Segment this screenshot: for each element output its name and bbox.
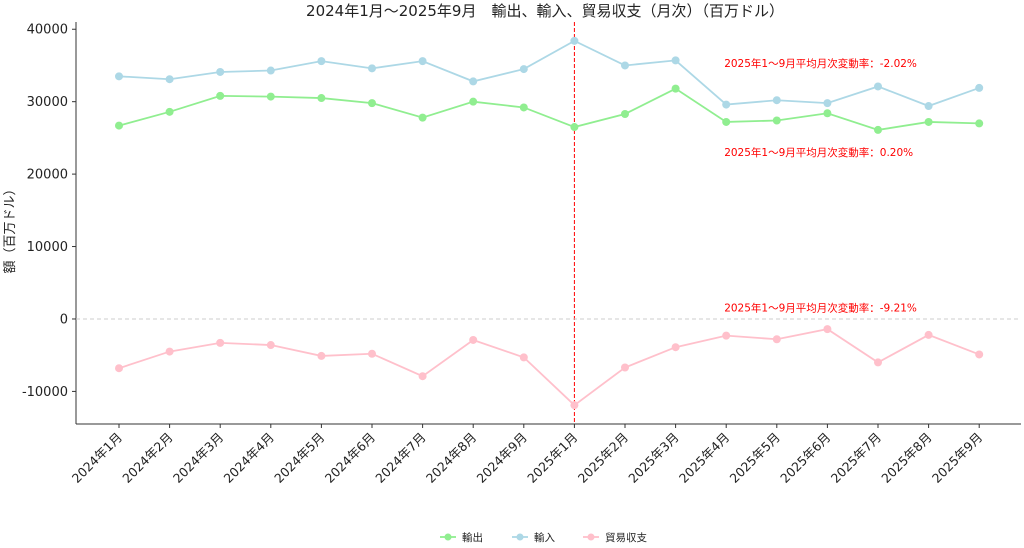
data-point bbox=[874, 358, 882, 367]
data-point bbox=[115, 121, 123, 130]
x-tick-label: 2025年9月 bbox=[929, 430, 985, 486]
data-point bbox=[924, 330, 933, 339]
data-point bbox=[772, 96, 781, 105]
legend-marker bbox=[587, 533, 595, 541]
x-tick-label: 2025年4月 bbox=[676, 430, 732, 486]
x-tick-label: 2024年6月 bbox=[322, 430, 378, 486]
data-point bbox=[317, 94, 326, 103]
data-point bbox=[216, 91, 225, 100]
data-point bbox=[671, 84, 680, 93]
x-tick-label: 2024年3月 bbox=[170, 430, 226, 486]
data-point bbox=[621, 109, 629, 118]
x-tick-label: 2024年1月 bbox=[69, 430, 125, 486]
y-tick-label: 30000 bbox=[27, 95, 68, 110]
data-point bbox=[874, 125, 882, 134]
legend-label: 輸出 bbox=[462, 531, 483, 544]
data-point bbox=[671, 56, 680, 65]
data-point bbox=[924, 117, 933, 126]
data-point bbox=[975, 119, 984, 128]
data-point bbox=[216, 338, 225, 347]
data-point bbox=[671, 343, 680, 352]
data-point bbox=[368, 349, 376, 358]
data-point bbox=[469, 335, 478, 344]
data-point bbox=[165, 75, 174, 84]
data-point bbox=[368, 64, 376, 73]
data-point bbox=[418, 57, 427, 66]
x-tick-label: 2024年4月 bbox=[221, 430, 277, 486]
data-point bbox=[823, 109, 832, 118]
annotation-text: 2025年1～9月平均月次変動率：-2.02% bbox=[724, 57, 917, 70]
x-tick-label: 2025年3月 bbox=[625, 430, 681, 486]
data-point bbox=[317, 57, 326, 66]
y-axis-label: 額（百万ドル） bbox=[3, 182, 18, 273]
data-point bbox=[266, 66, 275, 75]
legend-marker bbox=[516, 533, 524, 541]
x-tick-label: 2024年7月 bbox=[372, 430, 428, 486]
y-tick-label: 0 bbox=[60, 312, 68, 327]
annotation-text: 2025年1～9月平均月次変動率：0.20% bbox=[724, 146, 913, 159]
series-line-0 bbox=[118, 87, 980, 131]
x-tick-label: 2025年2月 bbox=[575, 430, 631, 486]
data-point bbox=[823, 99, 832, 108]
data-point bbox=[469, 97, 478, 106]
data-point bbox=[570, 401, 579, 410]
series-line-1 bbox=[118, 39, 980, 107]
data-point bbox=[418, 372, 427, 381]
data-point bbox=[975, 350, 984, 359]
x-tick-label: 2025年1月 bbox=[524, 430, 580, 486]
data-point bbox=[165, 347, 174, 356]
data-point bbox=[216, 67, 225, 76]
data-point bbox=[570, 123, 579, 132]
data-point bbox=[368, 99, 376, 108]
data-point bbox=[823, 325, 832, 334]
y-tick-label: 10000 bbox=[27, 240, 68, 255]
y-tick-label: 20000 bbox=[27, 168, 68, 183]
x-tick-label: 2025年5月 bbox=[727, 430, 783, 486]
data-point bbox=[772, 116, 781, 125]
data-point bbox=[570, 36, 579, 45]
annotation-text: 2025年1～9月平均月次変動率：-9.21% bbox=[724, 302, 917, 315]
data-point bbox=[418, 113, 427, 122]
x-tick-label: 2024年2月 bbox=[119, 430, 175, 486]
legend-label: 輸入 bbox=[534, 531, 555, 544]
data-point bbox=[317, 351, 326, 360]
data-point bbox=[722, 331, 731, 340]
data-point bbox=[722, 100, 731, 109]
x-tick-label: 2024年8月 bbox=[423, 430, 479, 486]
legend: 輸出 輸入 貿易収支 bbox=[440, 531, 647, 544]
data-point bbox=[772, 335, 781, 344]
legend-label: 貿易収支 bbox=[605, 532, 647, 544]
data-point bbox=[519, 65, 528, 74]
x-tick-label: 2025年8月 bbox=[878, 430, 934, 486]
data-point bbox=[975, 83, 984, 92]
data-point bbox=[165, 107, 174, 116]
data-point bbox=[519, 353, 528, 362]
series-line-2 bbox=[118, 328, 980, 407]
x-tick-label: 2024年9月 bbox=[474, 430, 530, 486]
legend-marker bbox=[444, 533, 452, 541]
data-point bbox=[266, 92, 275, 101]
data-point bbox=[115, 364, 123, 373]
data-point bbox=[469, 77, 478, 86]
y-tick-label: -10000 bbox=[22, 385, 68, 400]
x-tick-label: 2025年7月 bbox=[828, 430, 884, 486]
data-point bbox=[722, 117, 731, 126]
data-point bbox=[621, 61, 629, 70]
data-point bbox=[924, 102, 933, 111]
x-tick-label: 2024年5月 bbox=[271, 430, 327, 486]
data-point bbox=[621, 363, 629, 372]
chart-title: 2024年1月～2025年9月 輸出、輸入、貿易収支（月次）（百万ドル） bbox=[306, 2, 784, 20]
data-point bbox=[266, 341, 275, 350]
data-point bbox=[519, 103, 528, 112]
x-tick-label: 2025年6月 bbox=[777, 430, 833, 486]
data-point bbox=[874, 82, 882, 91]
data-point bbox=[115, 72, 123, 81]
y-tick-label: 40000 bbox=[27, 23, 68, 38]
